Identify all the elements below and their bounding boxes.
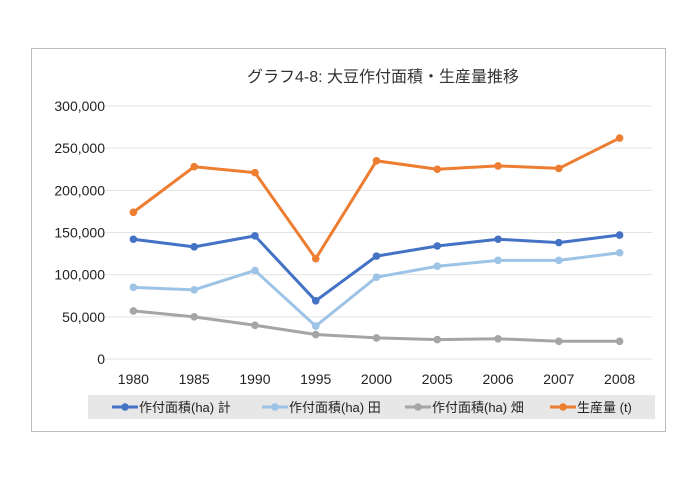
- y-tick-label: 250,000: [54, 140, 105, 156]
- data-point: [433, 242, 442, 250]
- series-path: [133, 251, 620, 328]
- data-point: [372, 252, 381, 260]
- data-point: [190, 313, 198, 321]
- x-tick-label: 1995: [300, 371, 331, 387]
- y-tick-label: 100,000: [54, 267, 105, 283]
- series-line: [129, 231, 624, 305]
- x-tick-label: 1990: [239, 371, 270, 387]
- legend-label: 作付面積(ha) 畑: [432, 400, 524, 415]
- legend-item: 生産量 (t): [550, 400, 632, 415]
- legend-label: 作付面積(ha) 計: [139, 400, 231, 415]
- legend-marker: [121, 403, 129, 411]
- legend-marker: [559, 403, 567, 411]
- data-point: [311, 254, 320, 263]
- data-point: [433, 165, 442, 174]
- data-point: [251, 266, 259, 275]
- data-point: [615, 248, 624, 257]
- legend-item: 作付面積(ha) 田: [262, 400, 381, 415]
- data-point: [190, 162, 198, 171]
- chart-frame: [31, 48, 666, 432]
- data-point: [311, 322, 320, 330]
- x-tick-label: 2007: [543, 371, 574, 387]
- legend-label: 生産量 (t): [577, 400, 632, 415]
- x-tick-label: 2006: [482, 371, 513, 387]
- data-point: [555, 337, 563, 346]
- y-tick-label: 300,000: [54, 98, 105, 114]
- data-point: [372, 273, 381, 281]
- legend-marker: [414, 403, 422, 411]
- x-tick-label: 1980: [118, 371, 149, 387]
- y-tick-label: 200,000: [54, 182, 105, 198]
- data-point: [251, 168, 259, 177]
- data-point: [311, 297, 320, 305]
- series-line: [129, 248, 624, 330]
- data-point: [129, 307, 138, 315]
- data-point: [494, 334, 502, 343]
- data-point: [615, 337, 624, 346]
- legend-item: 作付面積(ha) 畑: [405, 400, 524, 415]
- data-point: [190, 286, 198, 294]
- data-point: [555, 256, 563, 265]
- y-tick-label: 0: [97, 351, 105, 367]
- series-path: [133, 233, 620, 303]
- data-point: [494, 256, 502, 265]
- data-point: [190, 243, 198, 251]
- data-point: [615, 231, 624, 239]
- x-tick-label: 1985: [179, 371, 210, 387]
- data-point: [494, 235, 502, 244]
- legend-item: 作付面積(ha) 計: [112, 400, 231, 415]
- data-point: [433, 262, 442, 271]
- data-point: [311, 330, 320, 339]
- data-point: [372, 334, 381, 342]
- data-point: [615, 134, 624, 142]
- series-line: [129, 134, 624, 263]
- x-tick-label: 2008: [604, 371, 635, 387]
- data-point: [494, 162, 502, 170]
- data-point: [129, 235, 138, 244]
- legend-marker: [271, 403, 279, 411]
- data-point: [251, 232, 259, 240]
- x-tick-label: 2005: [422, 371, 453, 387]
- data-point: [129, 208, 138, 217]
- chart-title: グラフ4-8: 大豆作付面積・生産量推移: [247, 68, 519, 86]
- data-point: [129, 283, 138, 292]
- data-point: [433, 335, 442, 344]
- x-tick-label: 2000: [361, 371, 392, 387]
- data-point: [372, 157, 381, 165]
- data-point: [251, 321, 259, 330]
- data-point: [555, 164, 563, 173]
- y-tick-label: 50,000: [62, 309, 105, 325]
- y-tick-label: 150,000: [54, 225, 105, 241]
- series-line: [129, 307, 624, 346]
- legend-label: 作付面積(ha) 田: [289, 400, 381, 415]
- data-point: [555, 238, 563, 247]
